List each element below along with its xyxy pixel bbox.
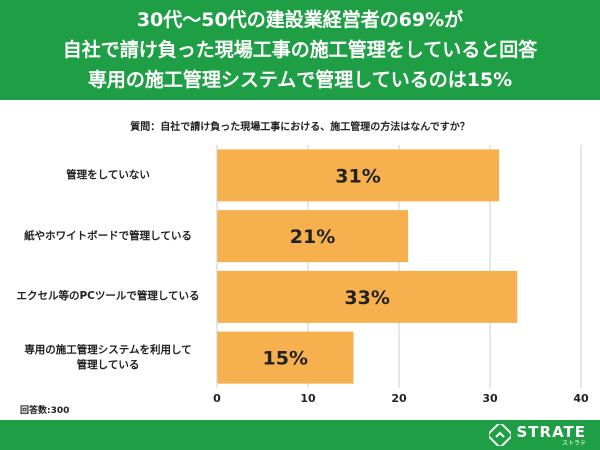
category-label-4: 専用の施工管理システムを利用して 管理している xyxy=(24,343,192,371)
bar-4 xyxy=(217,331,354,384)
x-tick-label: 10 xyxy=(300,392,316,405)
bar-1 xyxy=(217,149,500,202)
x-tick-label: 20 xyxy=(391,392,407,405)
x-tick-label: 40 xyxy=(573,392,589,405)
data-label-2: 21% xyxy=(290,226,335,248)
data-label-3: 33% xyxy=(344,287,389,309)
headline-line-3: 専用の施工管理システムで管理しているのは15% xyxy=(87,69,513,91)
bar-chart: 0 10 20 30 40 31% 21% 33% 15% xyxy=(213,145,589,405)
logo-kana: ストラテ xyxy=(561,439,586,447)
category-label-1: 管理をしていない xyxy=(66,168,150,181)
category-label-3: エクセル等のPCツールで管理している xyxy=(16,290,200,303)
bar-3 xyxy=(217,270,518,323)
headline-line-1: 30代〜50代の建設業経営者の69%が xyxy=(136,9,464,31)
footer-bar: STRATE ストラテ xyxy=(0,420,600,450)
logo-name: STRATE xyxy=(516,422,586,441)
headline-line-2: 自社で請け負った現場工事の施工管理をしていると回答 xyxy=(62,39,538,61)
strate-logo-icon xyxy=(489,424,512,446)
x-tick-label: 0 xyxy=(213,392,221,405)
respondent-count: 回答数:300 xyxy=(20,406,70,416)
x-tick-label: 30 xyxy=(482,392,498,405)
data-label-1: 31% xyxy=(335,165,380,187)
category-label-2: 紙やホワイトボードで管理している xyxy=(24,229,192,242)
header-banner: 30代〜50代の建設業経営者の69%が 自社で請け負った現場工事の施工管理をして… xyxy=(0,0,600,100)
bar-2 xyxy=(217,210,409,263)
survey-question: 質問：自社で請け負った現場工事における、施工管理の方法はなんですか？ xyxy=(130,122,470,133)
strate-logo: STRATE ストラテ xyxy=(489,421,586,449)
data-label-4: 15% xyxy=(263,348,308,370)
